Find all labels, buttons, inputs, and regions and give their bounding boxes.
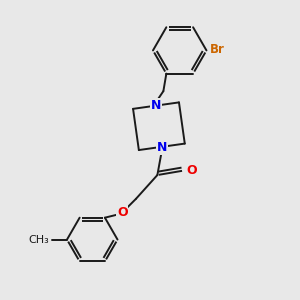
Text: O: O: [117, 206, 128, 219]
Text: O: O: [186, 164, 197, 176]
Text: N: N: [157, 141, 167, 154]
Text: Br: Br: [209, 43, 224, 56]
Text: N: N: [151, 98, 161, 112]
Text: CH₃: CH₃: [28, 235, 49, 244]
